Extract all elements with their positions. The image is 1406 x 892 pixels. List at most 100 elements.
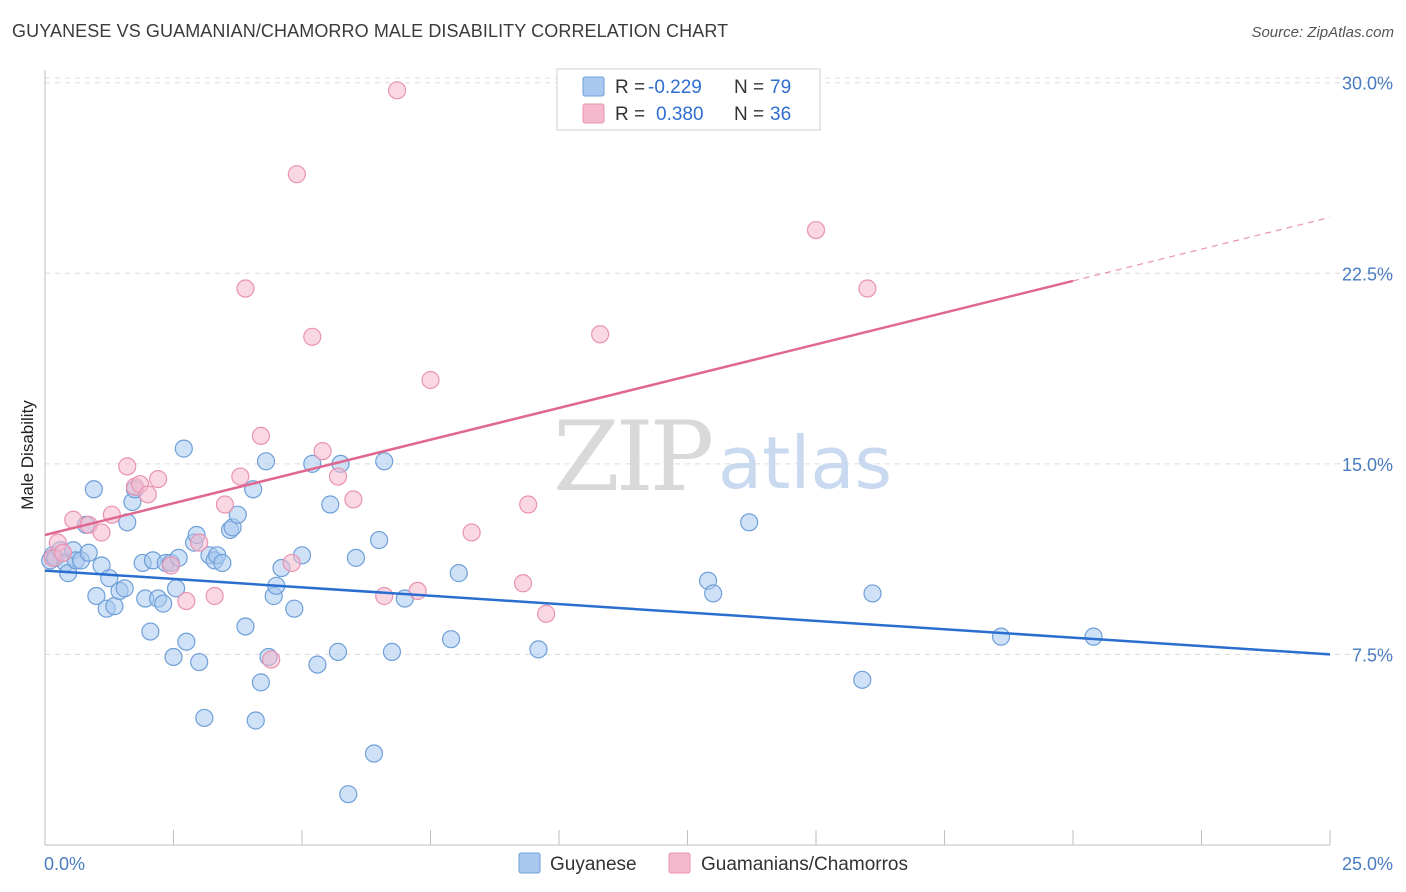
point-guyanese	[256, 452, 276, 471]
point-guamanian	[519, 495, 538, 514]
bottom-legend-swatch-guyanese	[518, 852, 541, 874]
point-guamanian	[513, 574, 533, 593]
point-guyanese	[141, 622, 160, 641]
legend-swatch-guamanians	[582, 103, 605, 124]
point-guamanian	[328, 467, 348, 486]
point-guyanese	[195, 708, 214, 728]
point-guamanian	[537, 604, 556, 623]
y-tick-labels: 7.5% 15.0% 22.5% 30.0%	[1342, 74, 1393, 666]
x-tick-label-min: 0.0%	[44, 854, 85, 874]
point-guamanian	[313, 442, 332, 461]
point-guamanian	[806, 220, 826, 240]
point-guyanese	[346, 548, 366, 567]
point-guyanese	[251, 673, 270, 692]
bottom-legend-label-guamanians: Guamanians/Chamorros	[701, 854, 908, 875]
point-guyanese	[236, 617, 255, 636]
y-tick-label: 15.0%	[1342, 455, 1393, 475]
legend-n-value-0: 79	[770, 77, 791, 98]
point-guamanian	[148, 469, 168, 489]
point-guyanese	[740, 513, 759, 532]
point-guyanese	[382, 642, 402, 661]
legend-r-value-1: 0.380	[656, 104, 704, 125]
point-guyanese	[174, 439, 193, 458]
point-guyanese	[321, 495, 340, 514]
point-guamanian	[251, 426, 270, 446]
legend-swatch-guyanese	[582, 76, 605, 97]
point-guyanese	[328, 642, 348, 661]
point-guamanian	[387, 81, 407, 100]
legend-n-label-0: N =	[734, 77, 764, 98]
point-guamanian	[215, 495, 234, 514]
point-guamanian	[344, 490, 363, 509]
grid-lines	[45, 77, 1393, 655]
chart-source: Source: ZipAtlas.com	[1251, 24, 1394, 41]
point-guamanian	[421, 370, 440, 390]
y-tick-label: 7.5%	[1352, 645, 1393, 665]
point-guyanese	[308, 655, 327, 674]
point-guamanian	[53, 543, 73, 562]
point-guyanese	[285, 599, 304, 618]
trend-line-guamanian	[44, 279, 1074, 537]
bottom-legend: Guyanese Guamanians/Chamorros	[518, 852, 908, 875]
watermark-zip: ZIP	[553, 401, 712, 513]
point-guyanese	[164, 647, 183, 667]
point-guyanese	[853, 670, 872, 689]
point-guyanese	[246, 711, 265, 730]
watermark: ZIP atlas	[553, 401, 892, 513]
point-guamanian	[858, 279, 877, 298]
point-guyanese	[105, 597, 124, 616]
y-tick-label: 30.0%	[1342, 74, 1393, 94]
point-guyanese	[84, 480, 103, 499]
point-guyanese	[87, 586, 106, 606]
point-guyanese	[115, 579, 134, 598]
point-guamanian	[282, 553, 301, 573]
bottom-legend-label-guyanese: Guyanese	[550, 854, 637, 875]
point-guamanian	[591, 325, 610, 344]
point-guamanian	[287, 165, 306, 184]
point-guyanese	[364, 744, 384, 763]
point-guyanese	[441, 630, 461, 649]
legend: R = -0.229 N = 79 R = 0.380 N = 36	[556, 68, 821, 131]
legend-r-label-0: R =	[615, 77, 645, 98]
point-guyanese	[79, 543, 98, 562]
legend-r-label-1: R =	[615, 104, 645, 125]
x-axis-ticks	[44, 830, 1331, 845]
point-guamanian	[236, 279, 255, 298]
y-axis-title: Male Disability	[18, 400, 37, 510]
data-points	[41, 81, 1103, 804]
point-guyanese	[704, 584, 723, 603]
point-guamanian	[92, 523, 111, 542]
point-guamanian	[231, 467, 250, 486]
trend-lines	[44, 216, 1331, 656]
bottom-legend-swatch-guamanians	[668, 852, 691, 874]
point-guamanian	[177, 591, 196, 611]
point-guamanian	[205, 586, 224, 606]
point-guyanese	[154, 594, 173, 613]
point-guyanese	[1084, 627, 1103, 646]
point-guyanese	[449, 564, 468, 583]
point-guamanian	[262, 650, 281, 669]
x-tick-label-max: 25.0%	[1342, 854, 1393, 874]
point-guamanian	[190, 533, 209, 552]
legend-n-value-1: 36	[770, 104, 791, 125]
legend-n-label-1: N =	[734, 104, 764, 125]
chart-title: GUYANESE VS GUAMANIAN/CHAMORRO MALE DISA…	[12, 21, 729, 41]
point-guamanian	[303, 327, 322, 346]
point-guyanese	[177, 632, 196, 651]
point-guamanian	[462, 523, 481, 542]
point-guyanese	[375, 452, 394, 471]
point-guamanian	[161, 556, 181, 575]
point-guyanese	[213, 553, 232, 573]
point-guyanese	[370, 530, 389, 550]
legend-r-value-0: -0.229	[648, 77, 702, 98]
point-guyanese	[190, 652, 209, 672]
point-guamanian	[118, 457, 137, 476]
point-guamanian	[408, 581, 427, 601]
watermark-atlas: atlas	[718, 421, 892, 505]
point-guyanese	[863, 584, 882, 603]
trend-line-guamanian-extension	[1072, 216, 1331, 282]
y-tick-label: 22.5%	[1342, 264, 1393, 284]
point-guyanese	[339, 785, 358, 804]
point-guamanian	[138, 485, 157, 504]
